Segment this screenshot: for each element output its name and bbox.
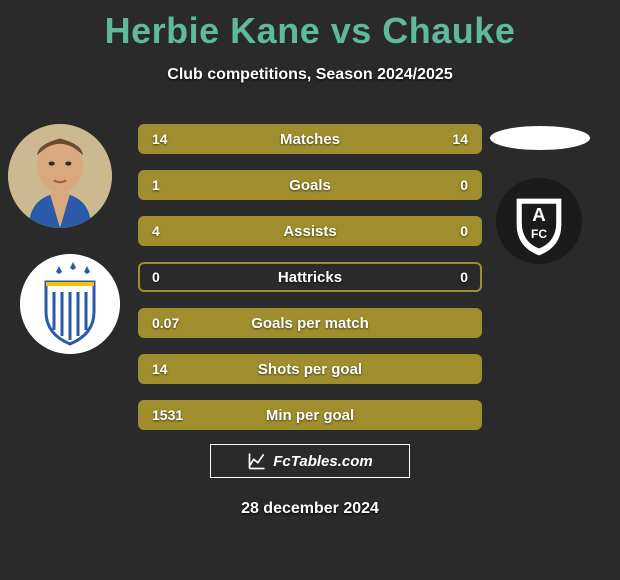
player1-avatar <box>8 124 112 228</box>
svg-text:FC: FC <box>531 227 547 241</box>
stat-label: Matches <box>212 131 408 148</box>
stat-right-value: 0 <box>408 177 468 193</box>
stat-list: 14Matches141Goals04Assists00Hattricks00.… <box>138 124 482 446</box>
season-subtitle: Club competitions, Season 2024/2025 <box>0 66 620 84</box>
svg-text:A: A <box>532 205 546 226</box>
stat-label: Min per goal <box>212 407 408 424</box>
stat-left-value: 14 <box>152 361 212 377</box>
stat-row: 14Shots per goal <box>138 354 482 384</box>
stat-left-value: 14 <box>152 131 212 147</box>
vs-label: vs <box>331 10 372 51</box>
player1-name: Herbie Kane <box>105 10 321 51</box>
footer-brand: FcTables.com <box>210 444 410 478</box>
stat-left-value: 0 <box>152 269 212 285</box>
stat-left-value: 1 <box>152 177 212 193</box>
chart-icon <box>247 451 267 471</box>
stat-left-value: 4 <box>152 223 212 239</box>
stat-right-value: 0 <box>408 269 468 285</box>
footer-date: 28 december 2024 <box>0 500 620 518</box>
stat-left-value: 1531 <box>152 407 212 423</box>
stat-row: 1Goals0 <box>138 170 482 200</box>
player2-name: Chauke <box>382 10 515 51</box>
footer-brand-text: FcTables.com <box>273 453 372 470</box>
player1-club-badge <box>20 254 120 354</box>
stat-label: Goals <box>212 177 408 194</box>
stat-row: 4Assists0 <box>138 216 482 246</box>
stat-right-value: 0 <box>408 223 468 239</box>
comparison-title: Herbie Kane vs Chauke <box>0 0 620 52</box>
stat-right-value: 14 <box>408 131 468 147</box>
player2-avatar <box>490 126 590 150</box>
stat-row: 14Matches14 <box>138 124 482 154</box>
stat-label: Assists <box>212 223 408 240</box>
stat-row: 0Hattricks0 <box>138 262 482 292</box>
stat-label: Hattricks <box>212 269 408 286</box>
stat-row: 1531Min per goal <box>138 400 482 430</box>
stat-label: Shots per goal <box>212 361 408 378</box>
stat-left-value: 0.07 <box>152 315 212 331</box>
player2-club-badge: A FC <box>496 178 582 264</box>
stat-label: Goals per match <box>212 315 408 332</box>
stat-row: 0.07Goals per match <box>138 308 482 338</box>
